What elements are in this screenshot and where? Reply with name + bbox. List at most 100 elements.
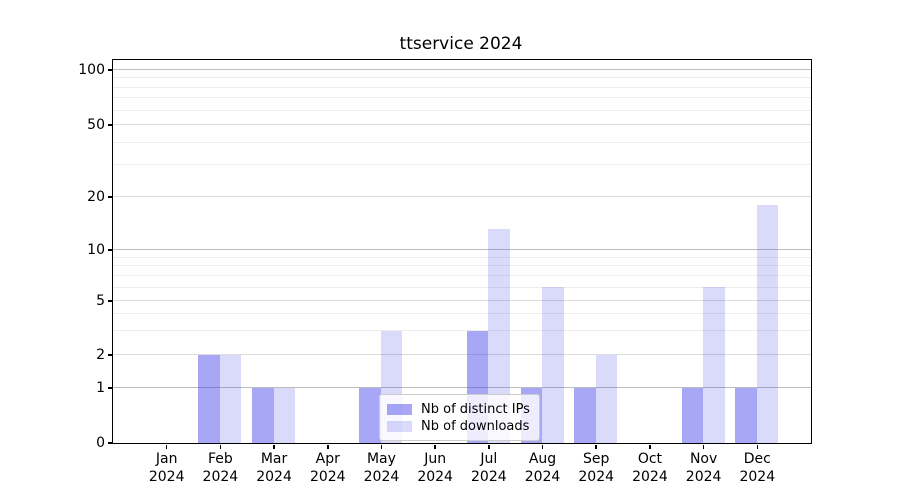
x-tick-mark-jun xyxy=(434,444,436,449)
y-tick-label-50: 50 xyxy=(87,117,105,133)
x-tick-label-jun: Jun 2024 xyxy=(405,450,465,486)
y-tick-mark-20 xyxy=(107,196,112,198)
x-tick-year: 2024 xyxy=(363,469,400,485)
legend-swatch-nb-of-distinct-ips xyxy=(387,403,412,415)
x-tick-year: 2024 xyxy=(685,469,722,485)
chart-title: ttservice 2024 xyxy=(399,34,523,54)
gridline-10 xyxy=(112,249,811,250)
x-tick-month: Feb xyxy=(207,451,233,467)
x-tick-month: Jun xyxy=(424,451,447,467)
x-tick-mark-jan xyxy=(165,444,168,449)
gridline-1 xyxy=(112,387,811,388)
bar-nb-of-downloads-nov xyxy=(703,287,725,443)
x-tick-label-jul: Jul 2024 xyxy=(459,450,519,486)
x-tick-mark-oct xyxy=(649,444,651,449)
y-tick-mark-50 xyxy=(107,124,112,126)
x-tick-mark-feb xyxy=(219,444,222,449)
x-tick-mark-apr xyxy=(327,444,329,449)
gridline-4 xyxy=(112,313,811,315)
x-tick-year: 2024 xyxy=(309,469,346,485)
y-tick-mark-100 xyxy=(107,69,112,71)
bar-nb-of-distinct-ips-sep xyxy=(574,387,596,443)
gridline-90 xyxy=(112,77,811,79)
x-tick-label-may: May 2024 xyxy=(351,450,411,486)
legend: Nb of distinct IPs Nb of downloads xyxy=(379,394,540,441)
x-tick-mark-may xyxy=(380,444,383,449)
y-tick-label-20: 20 xyxy=(87,189,105,205)
x-tick-mark-nov xyxy=(702,444,705,449)
y-tick-mark-10 xyxy=(107,249,112,251)
x-tick-label-nov: Nov 2024 xyxy=(674,450,734,486)
gridline-6 xyxy=(112,286,811,288)
x-tick-label-apr: Apr 2024 xyxy=(298,450,358,486)
x-tick-label-mar: Mar 2024 xyxy=(244,450,304,486)
legend-label: Nb of downloads xyxy=(421,418,530,434)
bar-nb-of-downloads-dec xyxy=(756,204,779,443)
gridline-30 xyxy=(112,164,811,166)
legend-entry-nb-of-distinct-ips: Nb of distinct IPs xyxy=(387,401,530,417)
x-tick-mark-mar xyxy=(273,444,275,449)
gridline-2 xyxy=(112,354,811,355)
y-tick-label-1: 1 xyxy=(96,380,105,396)
gridline-60 xyxy=(112,109,811,111)
x-tick-month: Aug xyxy=(528,451,557,467)
x-tick-label-sep: Sep 2024 xyxy=(566,450,626,486)
x-tick-month: Apr xyxy=(315,451,340,467)
y-tick-label-5: 5 xyxy=(96,293,105,309)
bar-nb-of-downloads-jul xyxy=(488,229,510,443)
x-tick-label-aug: Aug 2024 xyxy=(513,450,573,486)
x-tick-year: 2024 xyxy=(471,469,507,485)
x-tick-year: 2024 xyxy=(148,469,185,485)
gridline-8 xyxy=(112,265,811,267)
bar-nb-of-downloads-feb xyxy=(219,354,242,443)
x-tick-year: 2024 xyxy=(578,469,615,485)
x-tick-month: Mar xyxy=(260,451,288,467)
bar-nb-of-distinct-ips-feb xyxy=(198,354,220,443)
y-tick-label-2: 2 xyxy=(96,347,105,363)
bar-nb-of-downloads-sep xyxy=(595,354,618,443)
x-tick-year: 2024 xyxy=(739,469,776,485)
bar-nb-of-distinct-ips-nov xyxy=(681,387,704,443)
x-tick-mark-sep xyxy=(595,444,597,449)
x-tick-month: Jul xyxy=(480,451,498,467)
legend-entry-nb-of-downloads: Nb of downloads xyxy=(387,418,530,434)
x-tick-year: 2024 xyxy=(417,469,453,485)
x-tick-month: Dec xyxy=(743,451,771,467)
gridline-5 xyxy=(112,300,811,301)
x-tick-month: Sep xyxy=(583,451,610,467)
x-tick-year: 2024 xyxy=(632,469,668,485)
x-tick-month: Oct xyxy=(637,451,663,467)
gridline-7 xyxy=(112,275,811,277)
plot-area xyxy=(111,58,812,444)
bar-nb-of-downloads-mar xyxy=(273,387,296,443)
bar-nb-of-downloads-aug xyxy=(542,287,564,443)
x-tick-month: Nov xyxy=(689,451,718,467)
x-tick-label-jan: Jan 2024 xyxy=(137,450,197,486)
gridline-70 xyxy=(112,97,811,99)
gridline-40 xyxy=(112,141,811,143)
x-tick-mark-aug xyxy=(541,444,544,449)
x-tick-mark-jul xyxy=(488,444,490,449)
x-tick-label-oct: Oct 2024 xyxy=(620,450,680,486)
x-tick-label-feb: Feb 2024 xyxy=(190,450,250,486)
legend-label: Nb of distinct IPs xyxy=(421,401,530,417)
y-tick-mark-1 xyxy=(107,387,112,389)
x-tick-year: 2024 xyxy=(202,469,239,485)
x-tick-mark-dec xyxy=(756,444,759,449)
x-tick-month: May xyxy=(366,451,396,467)
y-tick-mark-2 xyxy=(107,354,112,356)
y-tick-label-10: 10 xyxy=(87,242,105,258)
x-tick-year: 2024 xyxy=(256,469,292,485)
bar-nb-of-distinct-ips-mar xyxy=(252,387,274,443)
gridline-3 xyxy=(112,330,811,332)
y-tick-label-100: 100 xyxy=(78,62,105,78)
x-tick-month: Jan xyxy=(155,451,178,467)
x-tick-label-dec: Dec 2024 xyxy=(727,450,787,486)
gridline-20 xyxy=(112,196,811,197)
y-tick-mark-5 xyxy=(107,300,112,302)
bar-nb-of-distinct-ips-may xyxy=(359,387,381,443)
gridline-9 xyxy=(112,256,811,258)
y-tick-mark-0 xyxy=(107,442,112,444)
x-tick-year: 2024 xyxy=(524,469,561,485)
